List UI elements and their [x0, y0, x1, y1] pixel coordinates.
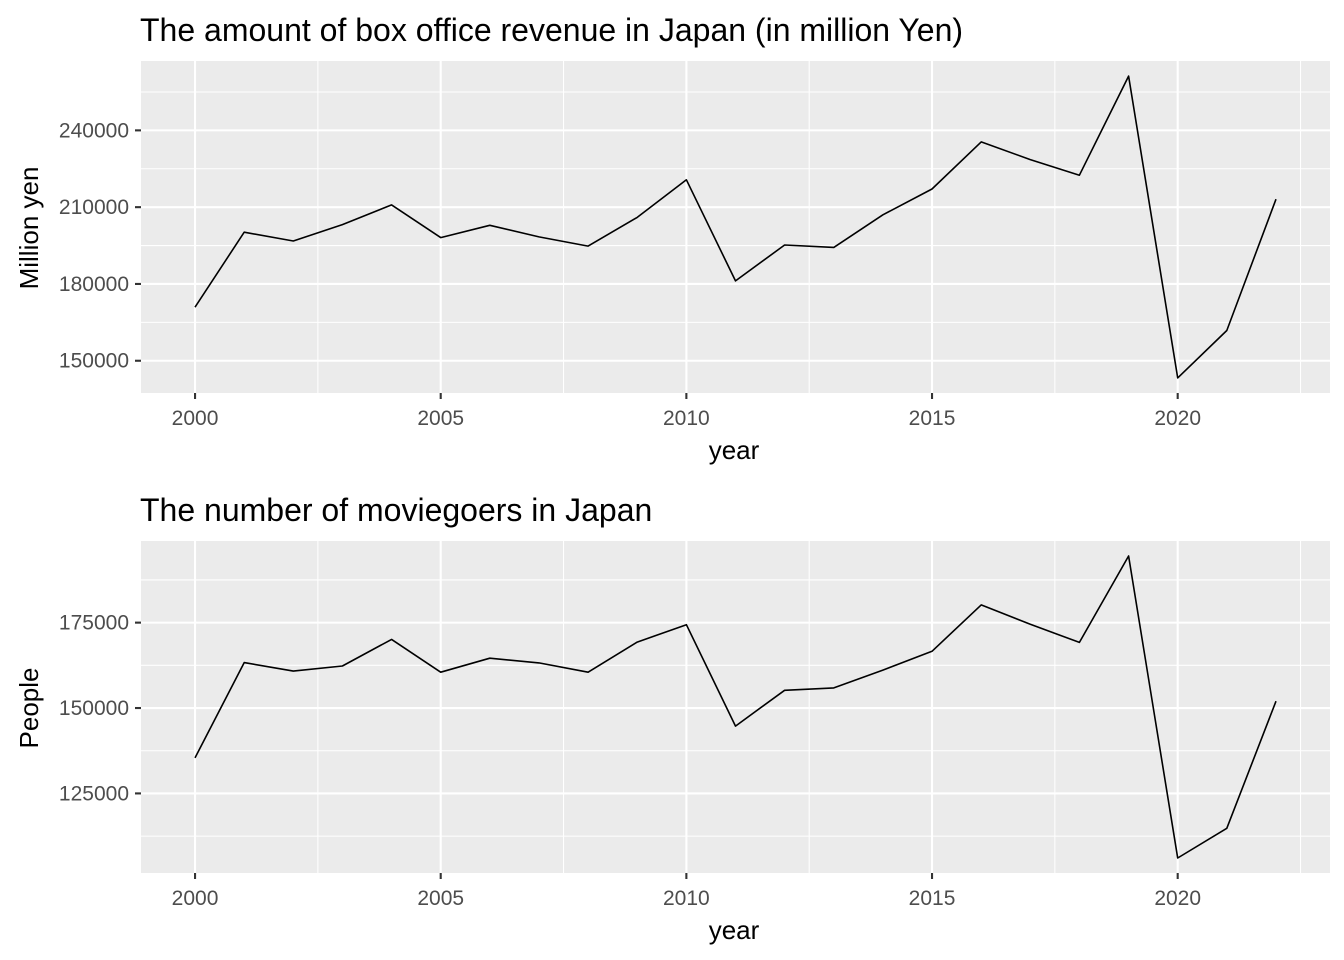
chart-title: The amount of box office revenue in Japa…	[140, 12, 963, 48]
x-tick-label: 2005	[417, 407, 464, 430]
x-tick-label: 2015	[909, 887, 956, 910]
x-tick-label: 2000	[172, 887, 219, 910]
x-tick-label: 2000	[172, 407, 219, 430]
x-tick-label: 2020	[1154, 407, 1201, 430]
series-line	[194, 555, 1277, 859]
y-axis: 150000 180000 210000 240000	[59, 119, 141, 373]
y-axis-title: People	[14, 668, 44, 749]
y-axis-title: Million yen	[14, 167, 44, 290]
plot-background	[141, 61, 1330, 393]
x-tick-label: 2015	[909, 407, 956, 430]
y-tick-label: 210000	[59, 196, 129, 219]
chart-panel-moviegoers: The number of moviegoers in Japan 2000 20…	[14, 492, 1330, 945]
y-tick-label: 175000	[59, 612, 129, 635]
x-axis-title: year	[709, 915, 760, 945]
series-line	[194, 75, 1277, 379]
x-axis: 2000 2005 2010 2015 2020	[172, 873, 1201, 910]
y-tick-label: 125000	[59, 782, 129, 805]
major-gridlines	[141, 541, 1330, 873]
x-tick-label: 2020	[1154, 887, 1201, 910]
y-axis: 125000 150000 175000	[59, 612, 141, 805]
chart-title: The number of moviegoers in Japan	[140, 492, 652, 528]
y-tick-label: 150000	[59, 697, 129, 720]
x-axis: 2000 2005 2010 2015 2020	[172, 393, 1201, 430]
y-tick-label: 180000	[59, 273, 129, 296]
x-tick-label: 2005	[417, 887, 464, 910]
major-gridlines	[141, 61, 1330, 393]
y-tick-label: 240000	[59, 119, 129, 142]
y-tick-label: 150000	[59, 350, 129, 373]
x-axis-title: year	[709, 435, 760, 465]
x-tick-label: 2010	[663, 407, 710, 430]
x-tick-label: 2010	[663, 887, 710, 910]
chart-panel-revenue: The amount of box office revenue in Japa…	[14, 12, 1330, 465]
